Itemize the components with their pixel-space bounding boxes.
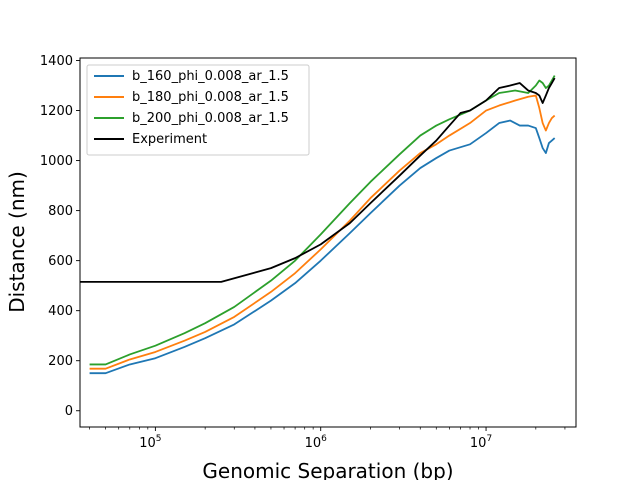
y-tick-label: 400 [48, 304, 73, 319]
x-tick-exponent: 5 [156, 434, 162, 444]
x-tick-exponent: 7 [486, 434, 492, 444]
series-line-0 [89, 119, 556, 375]
plot-frame [79, 57, 577, 428]
y-tick-label: 0 [65, 404, 73, 419]
y-tick-label: 1000 [40, 154, 73, 169]
y-tick-label: 800 [48, 204, 73, 219]
y-axis-label: Distance (nm) [5, 171, 29, 313]
legend-label-experiment: Experiment [132, 132, 207, 147]
series-line-2 [89, 75, 556, 366]
legend-label-b160: b_160_phi_0.008_ar_1.5 [132, 69, 289, 84]
x-tick-label: 105 [139, 434, 161, 451]
x-tick-label: 106 [305, 434, 328, 451]
x-tick-label: 107 [470, 434, 492, 451]
legend-label-b180: b_180_phi_0.008_ar_1.5 [132, 90, 289, 105]
y-tick-label: 600 [48, 254, 73, 269]
x-axis-ticks: 105 106 107 [89, 427, 566, 451]
y-tick-label: 1200 [40, 104, 73, 119]
legend-box [86, 64, 310, 156]
x-tick-exponent: 6 [321, 434, 327, 444]
y-tick-label: 1400 [40, 54, 73, 69]
legend: b_160_phi_0.008_ar_1.5 b_180_phi_0.008_a… [86, 64, 310, 156]
series-lines [80, 75, 556, 375]
legend-label-b200: b_200_phi_0.008_ar_1.5 [132, 111, 289, 126]
y-tick-label: 200 [48, 354, 73, 369]
x-axis-label: Genomic Separation (bp) [202, 459, 453, 480]
y-axis-ticks: 0 200 400 600 800 1000 1200 1400 [40, 54, 80, 419]
series-line-3 [80, 77, 556, 283]
